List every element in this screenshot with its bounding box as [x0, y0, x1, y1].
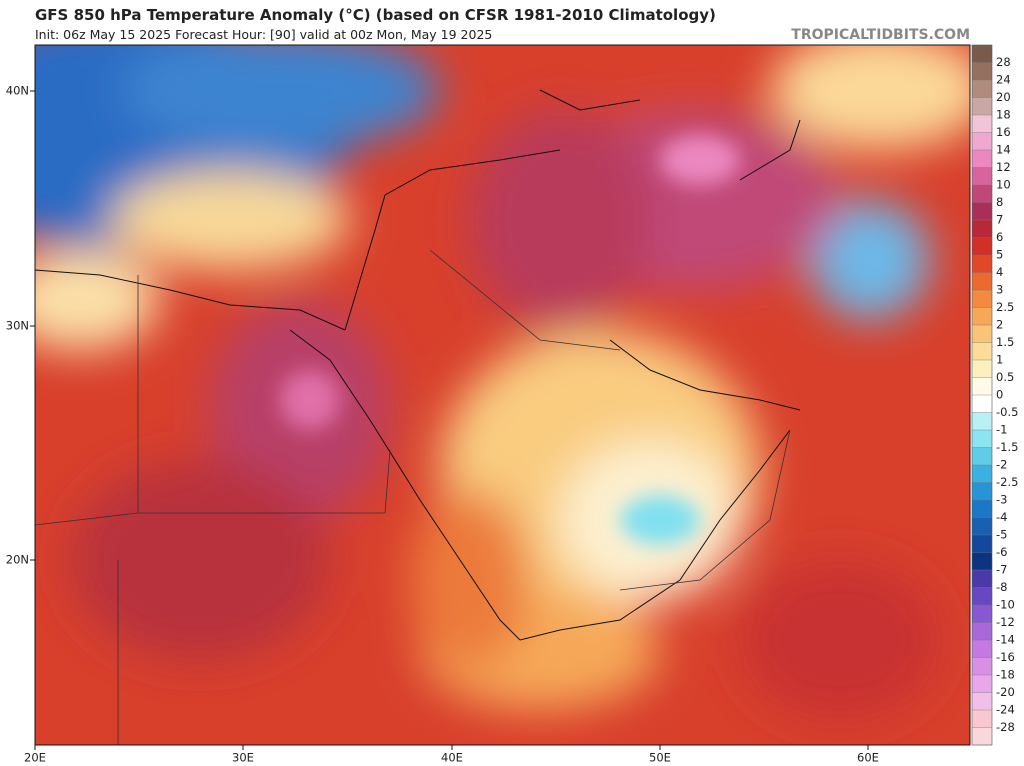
colorbar-label: 0	[996, 388, 1003, 402]
colorbar-label: -1.5	[996, 440, 1018, 454]
colorbar-label: -28	[996, 720, 1015, 734]
colorbar-label: 4	[996, 265, 1003, 279]
subtitle: Init: 06z May 15 2025 Forecast Hour: [90…	[35, 27, 492, 42]
colorbar-label: 14	[996, 143, 1011, 157]
colorbar-label: -18	[996, 668, 1015, 682]
colorbar-swatch	[972, 325, 992, 343]
colorbar-swatch	[972, 692, 992, 711]
colorbar-label: -10	[996, 598, 1015, 612]
colorbar-label: 2.5	[996, 300, 1014, 314]
colorbar-label: -3	[996, 493, 1007, 507]
colorbar-label: 6	[996, 230, 1003, 244]
lat-label: 40N	[6, 84, 29, 98]
colorbar-swatch	[972, 62, 992, 81]
lon-label: 30E	[232, 751, 254, 765]
title: GFS 850 hPa Temperature Anomaly (°C) (ba…	[35, 6, 716, 24]
colorbar-label: 12	[996, 160, 1011, 174]
lon-label: 50E	[649, 751, 671, 765]
colorbar-swatch	[972, 465, 992, 483]
colorbar-swatch	[972, 202, 992, 221]
colorbar-swatch	[972, 535, 992, 553]
colorbar-swatch	[972, 80, 992, 98]
colorbar-swatch	[972, 342, 992, 361]
colorbar-swatch	[972, 587, 992, 606]
colorbar-label: -16	[996, 650, 1015, 664]
colorbar-label: -4	[996, 510, 1007, 524]
colorbar-label: 1.5	[996, 335, 1014, 349]
colorbar-swatch	[972, 167, 992, 186]
axes: 40N 30N 20N 20E 30E 40E 50E 60E	[6, 84, 879, 765]
source: TROPICALTIDBITS.COM	[791, 27, 970, 43]
colorbar-label: 0.5	[996, 370, 1014, 384]
lon-label: 40E	[441, 751, 463, 765]
colorbar-label: -2.5	[996, 475, 1018, 489]
colorbar-label: 16	[996, 125, 1011, 139]
colorbar-swatch	[972, 220, 992, 238]
colorbar-swatch	[972, 115, 992, 133]
lat-label: 20N	[6, 553, 29, 567]
colorbar-label: 5	[996, 248, 1003, 262]
colorbar-swatch	[972, 500, 992, 518]
colorbar-label: -20	[996, 685, 1015, 699]
colorbar-label: -24	[996, 703, 1015, 717]
lon-label: 20E	[24, 751, 46, 765]
colorbar-label: -8	[996, 580, 1007, 594]
colorbar-swatch	[972, 482, 992, 501]
colorbar-swatch	[972, 360, 992, 378]
colorbar-label: -6	[996, 545, 1007, 559]
colorbar-label: 3	[996, 283, 1003, 297]
colorbar-swatch	[972, 710, 992, 728]
colorbar-swatch	[972, 395, 992, 413]
colorbar-label: -5	[996, 528, 1007, 542]
colorbar-label: 24	[996, 73, 1011, 87]
colorbar-label: -0.5	[996, 405, 1018, 419]
colorbar-swatch	[972, 185, 992, 203]
colorbar-swatch	[972, 447, 992, 466]
map	[35, 45, 970, 745]
colorbar-label: -14	[996, 633, 1015, 647]
colorbar-swatch	[972, 570, 992, 588]
colorbar-label: -12	[996, 615, 1015, 629]
colorbar-swatch	[972, 377, 992, 396]
colorbar-swatch	[972, 552, 992, 571]
colorbar-label: -1	[996, 423, 1007, 437]
colorbar-swatch	[972, 132, 992, 151]
colorbar-swatch	[972, 640, 992, 658]
coastlines	[35, 89, 801, 641]
colorbar-swatch	[972, 657, 992, 676]
colorbar-label: 1	[996, 353, 1003, 367]
colorbar-swatch	[972, 45, 992, 63]
colorbar-swatch	[972, 412, 992, 431]
lat-label: 30N	[6, 319, 29, 333]
colorbar-swatch	[972, 675, 992, 693]
map-frame	[34, 44, 971, 746]
colorbar-swatch	[972, 727, 992, 746]
colorbar-label: 28	[996, 55, 1011, 69]
colorbar-swatch	[972, 307, 992, 326]
colorbar-swatch	[972, 605, 992, 623]
colorbar-label: -7	[996, 563, 1007, 577]
colorbar-swatch	[972, 150, 992, 168]
colorbar-label: 7	[996, 213, 1003, 227]
colorbar-swatch	[972, 272, 992, 291]
colorbar-label: 20	[996, 90, 1011, 104]
colorbar: 28 24 20 18 16 14 12 10 8 7 6 5 4 3 2.5 2 1.5 1 0.5 0 -0.5 -1…	[971, 44, 1018, 746]
colorbar-swatch	[972, 430, 992, 448]
colorbar-label: 8	[996, 195, 1003, 209]
colorbar-swatch	[972, 517, 992, 536]
lon-label: 60E	[857, 751, 879, 765]
colorbar-swatch	[972, 97, 992, 116]
colorbar-swatch	[972, 622, 992, 641]
colorbar-label: 10	[996, 178, 1011, 192]
colorbar-swatch	[972, 255, 992, 273]
borders	[35, 249, 791, 745]
colorbar-swatch	[972, 237, 992, 256]
colorbar-label: 18	[996, 108, 1011, 122]
colorbar-label: -2	[996, 458, 1007, 472]
colorbar-swatch	[972, 290, 992, 308]
colorbar-label: 2	[996, 318, 1003, 332]
